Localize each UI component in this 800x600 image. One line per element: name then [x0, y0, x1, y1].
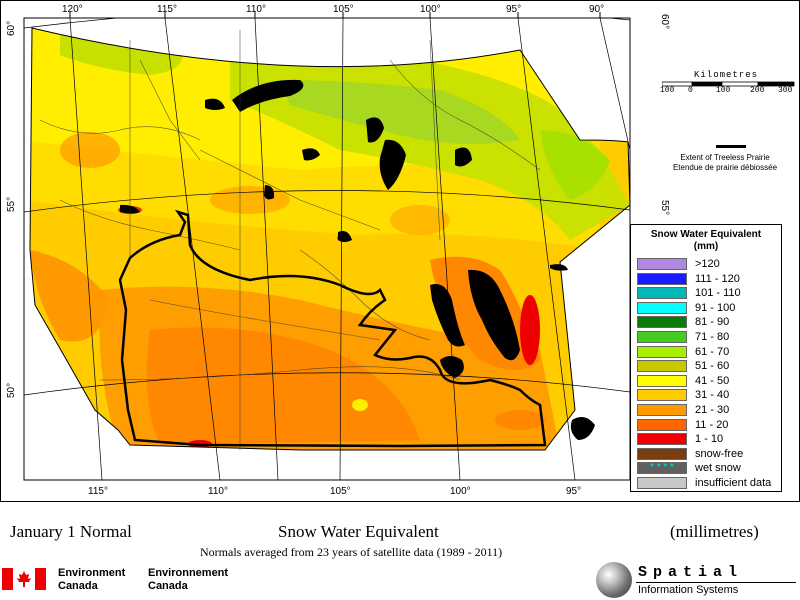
scale-tick: 100 — [660, 86, 675, 95]
legend-swatch — [637, 477, 687, 489]
legend-title-line2: (mm) — [693, 241, 719, 252]
legend-item: 111 - 120 — [637, 272, 777, 286]
prairie-extent-key: Extent of Treeless Prairie Etendue de pr… — [652, 143, 798, 177]
longitude-label: 105° — [330, 486, 351, 497]
scale-tick: 100 — [716, 86, 731, 95]
longitude-label: 110° — [208, 486, 228, 497]
scale-tick: 300 — [778, 86, 793, 95]
longitude-label: 115° — [157, 4, 177, 15]
legend-item: 51 - 60 — [637, 359, 777, 373]
legend-swatch — [637, 272, 687, 285]
spatial-logo-text: Spatial — [638, 564, 744, 581]
longitude-label: 100° — [420, 4, 441, 15]
legend-swatch — [637, 345, 687, 358]
scale-bar: Kilometres 100 0 100 200 300 — [660, 68, 800, 108]
legend-label: 11 - 20 — [695, 418, 729, 431]
legend-item: insufficient data — [637, 476, 777, 490]
prairie-label-fr: Etendue de prairie débiossée — [672, 163, 778, 172]
longitude-label: 95° — [506, 4, 522, 15]
legend-item: 21 - 30 — [637, 403, 777, 417]
legend-swatch — [637, 418, 687, 431]
legend-swatch — [637, 301, 687, 314]
map-title: Snow Water Equivalent — [278, 522, 439, 541]
agency-country-en: Canada — [58, 580, 98, 592]
agency-country-fr: Canada — [148, 580, 188, 592]
scale-bar-graphic — [662, 81, 795, 87]
legend-label: >120 — [695, 258, 720, 270]
units-label: (millimetres) — [670, 522, 759, 541]
legend-swatch — [637, 331, 687, 343]
legend-swatch: * * * * — [637, 462, 687, 475]
legend-label: 61 - 70 — [695, 345, 730, 358]
legend-label: 101 - 110 — [695, 287, 741, 300]
legend-label: 41 - 50 — [695, 374, 730, 387]
legend-label: insufficient data — [695, 477, 772, 489]
legend-item: 11 - 20 — [637, 418, 777, 432]
legend-label: 81 - 90 — [695, 316, 730, 329]
legend-swatch — [637, 374, 687, 387]
spatial-logo-subtext: Information Systems — [638, 584, 739, 596]
latitude-label: 50° — [6, 382, 17, 398]
legend-label: 21 - 30 — [695, 404, 730, 416]
legend-title-line1: Snow Water Equivalent — [650, 229, 762, 240]
canada-flag-icon — [2, 568, 46, 590]
longitude-label: 105° — [333, 4, 354, 15]
legend-swatch — [637, 404, 687, 416]
legend-label: 31 - 40 — [695, 389, 730, 402]
legend-item: 61 - 70 — [637, 345, 777, 359]
legend-item: 91 - 100 — [637, 301, 777, 315]
longitude-label: 120° — [62, 4, 83, 15]
legend-label: 71 - 80 — [695, 331, 730, 343]
latitude-label: 55° — [6, 196, 17, 212]
longitude-label: 100° — [450, 486, 471, 497]
legend: Snow Water Equivalent (mm) >120 111 - 120… — [630, 224, 782, 492]
legend-item: 1 - 10 — [637, 432, 777, 446]
logo-divider — [636, 582, 796, 583]
prairie-label-en: Extent of Treeless Prairie — [680, 153, 770, 162]
latitude-label: 55° — [659, 200, 670, 216]
legend-swatch — [637, 258, 687, 270]
legend-item: 101 - 110 — [637, 286, 777, 300]
legend-swatch — [637, 433, 687, 446]
legend-label: 91 - 100 — [695, 301, 736, 314]
legend-item: * * * * wet snow — [637, 461, 777, 475]
scale-tick: 200 — [750, 86, 765, 95]
scale-title: Kilometres — [694, 70, 759, 80]
legend-label: 1 - 10 — [695, 433, 724, 446]
legend-label: 51 - 60 — [695, 360, 730, 373]
map-date-title: January 1 Normal — [10, 522, 132, 541]
agency-name-en: Environment — [58, 567, 126, 579]
legend-swatch — [637, 389, 687, 402]
latitude-label: 60° — [659, 14, 670, 30]
legend-swatch — [637, 316, 687, 329]
latitude-label: 60° — [6, 20, 17, 36]
legend-title: Snow Water Equivalent (mm) — [631, 229, 781, 253]
longitude-label: 95° — [566, 486, 582, 497]
legend-item: 71 - 80 — [637, 330, 777, 344]
legend-item: 31 - 40 — [637, 388, 777, 402]
legend-item: 81 - 90 — [637, 315, 777, 329]
legend-label: wet snow — [695, 462, 741, 475]
legend-swatch — [637, 287, 687, 300]
agency-name-fr: Environnement — [148, 567, 229, 579]
globe-logo-icon — [596, 562, 632, 598]
longitude-label: 90° — [589, 4, 605, 15]
legend-item: snow-free — [637, 447, 777, 461]
legend-swatch — [637, 447, 687, 460]
legend-label: 111 - 120 — [695, 272, 740, 285]
legend-item: >120 — [637, 257, 777, 271]
scale-tick: 0 — [688, 86, 693, 95]
map-subtitle: Normals averaged from 23 years of satell… — [200, 545, 503, 559]
legend-item: 41 - 50 — [637, 374, 777, 388]
snow-map — [23, 12, 631, 481]
legend-label: snow-free — [695, 447, 744, 460]
prairie-line-symbol — [716, 145, 746, 148]
legend-swatch — [637, 360, 687, 373]
longitude-label: 110° — [246, 4, 266, 15]
longitude-label: 115° — [88, 486, 108, 497]
